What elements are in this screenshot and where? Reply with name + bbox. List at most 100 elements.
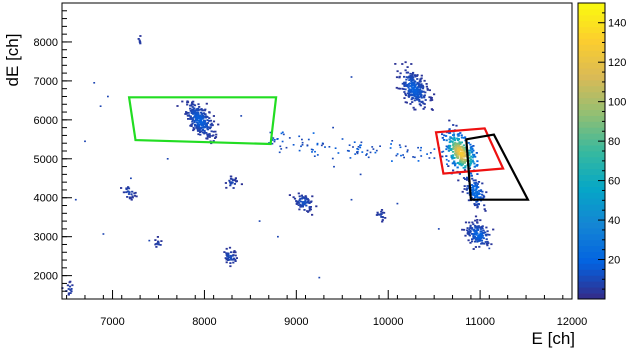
event-bin — [449, 148, 452, 151]
event-bin — [473, 182, 476, 184]
colorbar-tick-label: 60 — [608, 176, 620, 188]
colorbar-segment — [578, 8, 605, 16]
x-tick-label: 9000 — [284, 316, 308, 328]
colorbar-segment — [578, 79, 605, 87]
event-bin — [194, 110, 197, 113]
event-bin — [413, 156, 416, 159]
event-bin — [67, 293, 70, 296]
event-bin — [472, 223, 475, 226]
event-bin — [230, 258, 233, 261]
colorbar-segment — [578, 103, 605, 110]
event-bin — [416, 78, 419, 80]
event-bin — [186, 103, 189, 106]
event-bin — [107, 95, 109, 98]
event-bin — [301, 205, 304, 208]
event-bin — [407, 76, 410, 79]
event-bin — [381, 220, 384, 223]
event-bin — [455, 154, 458, 157]
event-bin — [410, 89, 413, 92]
event-bin — [428, 96, 431, 99]
event-bin — [455, 124, 458, 127]
event-bin — [346, 149, 349, 152]
event-bin — [135, 195, 138, 198]
event-bin — [473, 204, 477, 207]
event-bin — [486, 244, 489, 247]
event-bin — [276, 138, 279, 140]
event-bin — [472, 145, 475, 147]
event-bin — [133, 194, 137, 197]
event-bin — [463, 161, 466, 164]
event-bin — [418, 80, 421, 83]
event-bin — [189, 107, 192, 110]
event-bin — [466, 227, 469, 229]
event-bin — [483, 242, 486, 245]
event-bin — [205, 102, 208, 105]
event-bin — [433, 93, 436, 96]
event-bin — [474, 230, 477, 233]
event-bin — [456, 151, 459, 153]
event-bin — [273, 139, 276, 141]
event-bin — [298, 199, 301, 202]
event-bin — [474, 184, 478, 187]
event-bin — [201, 129, 204, 131]
gate-polygon[interactable] — [434, 127, 505, 175]
event-bin — [468, 157, 471, 160]
event-bin — [309, 208, 312, 211]
event-bin — [463, 150, 466, 153]
event-bin — [297, 201, 300, 204]
event-bin — [487, 242, 490, 245]
gate-polygon[interactable] — [465, 133, 530, 201]
event-bin — [157, 243, 160, 246]
event-bin — [476, 205, 479, 208]
colorbar-segment — [578, 222, 605, 229]
event-bin — [401, 63, 404, 65]
event-bin — [292, 196, 295, 199]
event-bin — [365, 154, 367, 156]
event-bin — [404, 61, 407, 64]
event-bin — [417, 94, 420, 97]
event-bin — [475, 191, 479, 194]
event-bin — [201, 124, 204, 127]
colorbar-segment — [578, 20, 605, 28]
event-bin — [481, 236, 484, 239]
event-bin — [413, 83, 416, 85]
event-bin — [471, 159, 474, 162]
event-bin — [452, 143, 455, 145]
event-bin — [99, 105, 102, 107]
event-bin — [408, 79, 411, 81]
event-bin — [460, 157, 463, 160]
event-bin — [394, 63, 397, 65]
event-bin — [280, 148, 283, 150]
event-bin — [420, 96, 423, 99]
event-bin — [301, 138, 303, 141]
event-bin — [233, 183, 236, 185]
event-bin — [196, 108, 199, 111]
event-bin — [398, 75, 401, 78]
event-bin — [278, 151, 281, 154]
gate-polygon[interactable] — [127, 96, 278, 146]
event-bin — [441, 137, 444, 139]
event-bin — [418, 96, 421, 99]
event-bin — [197, 109, 200, 112]
event-bin — [462, 144, 465, 147]
event-bin — [447, 150, 450, 152]
event-bin — [403, 91, 406, 93]
event-bin — [418, 85, 421, 87]
event-bin — [442, 150, 445, 153]
event-bin — [258, 220, 261, 222]
event-bin — [212, 120, 216, 123]
event-bin — [458, 163, 461, 166]
event-bin — [332, 126, 334, 129]
colorbar-segment — [578, 85, 605, 93]
event-bin — [288, 137, 291, 139]
event-bin — [414, 108, 417, 111]
event-bin — [300, 197, 303, 200]
event-bin — [462, 166, 465, 169]
event-bin — [301, 144, 304, 146]
event-bin — [467, 199, 470, 202]
event-bin — [312, 149, 314, 151]
event-bin — [461, 152, 464, 155]
event-bin — [451, 155, 454, 158]
event-bin — [478, 245, 481, 248]
event-bin — [191, 120, 194, 123]
